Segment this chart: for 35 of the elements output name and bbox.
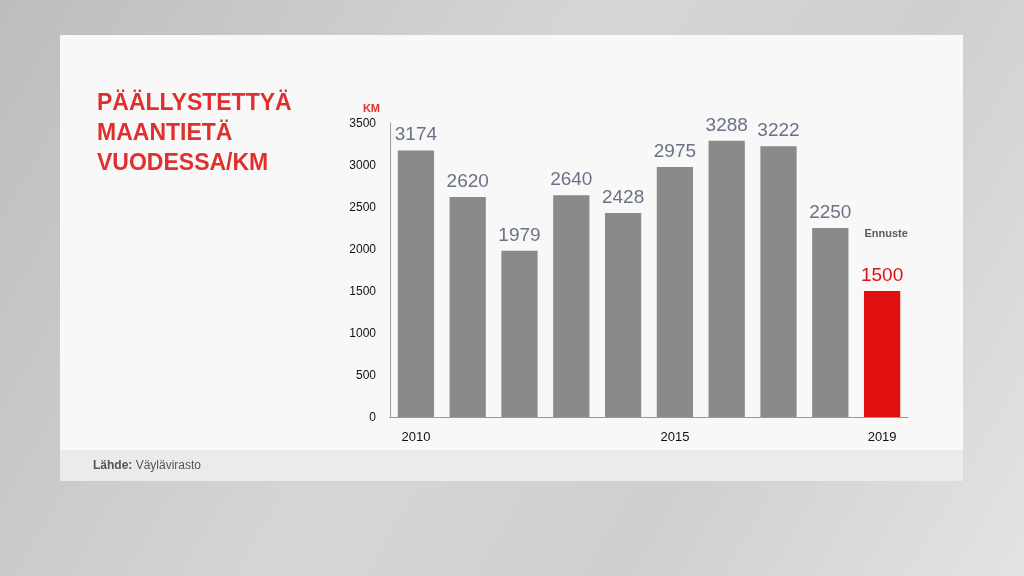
y-tick-label: 0 xyxy=(369,410,377,424)
data-label: 2640 xyxy=(550,168,593,190)
text: Lähde: Väylävirasto xyxy=(93,458,202,472)
bar xyxy=(449,196,486,417)
data-label: 2620 xyxy=(446,169,489,191)
bar xyxy=(553,195,590,417)
bar xyxy=(656,167,694,417)
bar xyxy=(812,228,849,417)
data-label: 2250 xyxy=(809,201,852,222)
data-label: 2975 xyxy=(653,140,697,162)
bar xyxy=(863,291,901,417)
x-tick-label: 2015 xyxy=(660,429,690,444)
data-label: 1979 xyxy=(498,223,541,245)
text: PÄÄLLYSTETTYÄ MAANTIETÄ VUODESSA/KM xyxy=(97,89,299,175)
y-tick-label: 3000 xyxy=(349,158,377,172)
y-tick-label: 500 xyxy=(355,368,377,382)
x-tick-label: 2010 xyxy=(401,429,431,444)
annotation: Ennuste xyxy=(864,227,908,239)
y-tick-label: 2500 xyxy=(349,200,377,214)
x-tick-label: 2019 xyxy=(867,429,897,444)
data-label: 3174 xyxy=(394,123,438,145)
y-tick-label: 1500 xyxy=(349,284,377,298)
data-label: 3288 xyxy=(705,113,748,135)
bar xyxy=(760,146,797,417)
bar xyxy=(501,250,538,417)
y-axis-title: KM xyxy=(362,101,380,114)
bar xyxy=(708,140,745,417)
data-label: 1500 xyxy=(860,264,904,285)
data-label: 2428 xyxy=(601,186,645,208)
bar xyxy=(604,213,642,417)
bar xyxy=(397,150,435,417)
y-tick-label: 1000 xyxy=(349,326,377,340)
y-tick-label: 3500 xyxy=(349,116,377,130)
y-tick-label: 2000 xyxy=(349,242,377,256)
data-label: 3222 xyxy=(757,119,800,141)
